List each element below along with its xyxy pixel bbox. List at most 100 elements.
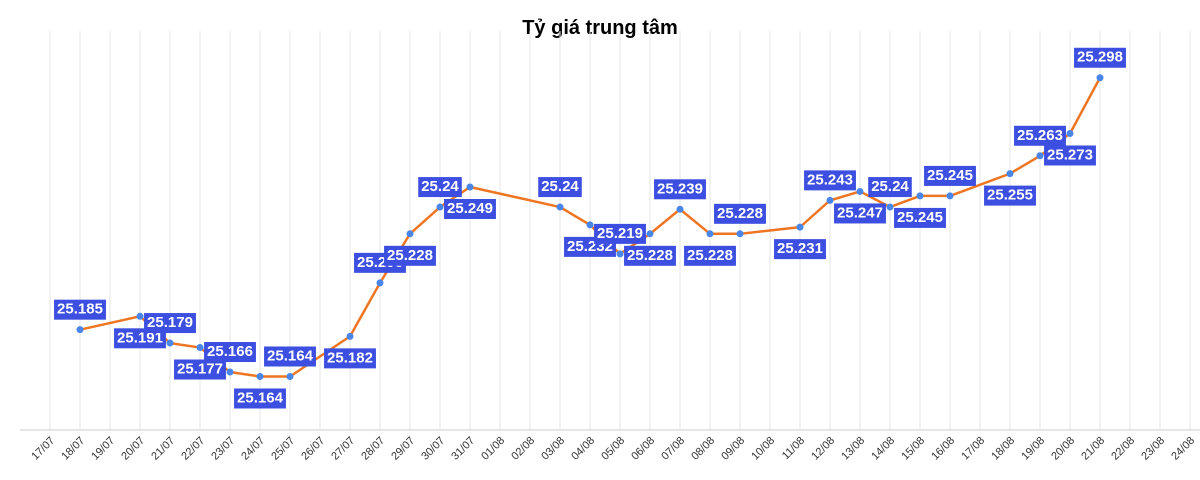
value-label: 25.231 bbox=[774, 239, 826, 260]
value-label-text: 25.219 bbox=[597, 225, 643, 242]
value-label-box bbox=[1044, 145, 1096, 166]
point bbox=[166, 339, 174, 347]
value-label-box bbox=[684, 245, 736, 266]
x-tick-label: 10/08 bbox=[749, 435, 777, 463]
point bbox=[436, 203, 444, 211]
point bbox=[346, 332, 354, 340]
x-tick-label: 18/07 bbox=[59, 435, 87, 463]
x-tick-label: 24/07 bbox=[239, 435, 267, 463]
value-label-box bbox=[654, 179, 706, 200]
value-label-text: 25.263 bbox=[1017, 127, 1063, 144]
value-label-text: 25.228 bbox=[687, 247, 733, 264]
value-label: 25.247 bbox=[834, 203, 886, 224]
point bbox=[196, 344, 204, 352]
value-label-box bbox=[774, 239, 826, 260]
point bbox=[226, 368, 234, 376]
x-tick-label: 14/08 bbox=[869, 435, 897, 463]
value-label-text: 25.228 bbox=[387, 247, 433, 264]
gap-connector bbox=[949, 172, 1011, 198]
x-tick-label: 20/08 bbox=[1049, 435, 1077, 463]
x-tick-label: 23/07 bbox=[209, 435, 237, 463]
value-label-text: 25.228 bbox=[717, 205, 763, 222]
x-tick-label: 07/08 bbox=[659, 435, 687, 463]
value-label-text: 25.239 bbox=[657, 180, 703, 197]
x-tick-label: 18/08 bbox=[989, 435, 1017, 463]
value-label-box bbox=[114, 328, 166, 349]
x-tick-label: 06/08 bbox=[629, 435, 657, 463]
value-label: 25.228 bbox=[684, 245, 736, 266]
x-tick-label: 20/07 bbox=[119, 435, 147, 463]
point bbox=[646, 230, 654, 238]
value-label-text: 25.243 bbox=[807, 171, 853, 188]
value-label: 25.182 bbox=[324, 348, 376, 369]
point bbox=[796, 223, 804, 231]
gap-connector bbox=[739, 225, 801, 236]
value-label-box bbox=[418, 177, 462, 198]
point bbox=[676, 205, 684, 213]
x-tick-label: 16/08 bbox=[929, 435, 957, 463]
value-label: 25.255 bbox=[984, 185, 1036, 206]
chart-title: Tỷ giá trung tâm bbox=[522, 17, 678, 39]
value-label-box bbox=[444, 198, 496, 219]
value-label-box bbox=[804, 170, 856, 191]
value-label-text: 25.228 bbox=[627, 247, 673, 264]
point bbox=[1066, 129, 1074, 137]
value-label-text: 25.185 bbox=[57, 301, 103, 318]
value-label: 25.219 bbox=[594, 223, 646, 244]
value-label-box bbox=[174, 359, 226, 380]
x-tick-label: 02/08 bbox=[509, 435, 537, 463]
value-label-text: 25.231 bbox=[777, 240, 823, 257]
x-tick-label: 09/08 bbox=[719, 435, 747, 463]
value-label: 25.164 bbox=[264, 346, 316, 367]
x-tick-label: 25/07 bbox=[269, 435, 297, 463]
value-label-box bbox=[384, 245, 436, 266]
value-label-text: 25.245 bbox=[897, 209, 943, 226]
value-label-box bbox=[894, 207, 946, 228]
point bbox=[136, 312, 144, 320]
value-label-text: 25.255 bbox=[987, 187, 1033, 204]
value-label-text: 25.191 bbox=[117, 329, 163, 346]
value-label-box bbox=[1074, 47, 1126, 68]
value-label: 25.239 bbox=[654, 179, 706, 200]
value-label-text: 25.247 bbox=[837, 204, 883, 221]
x-tick-label: 17/07 bbox=[29, 435, 57, 463]
value-label-text: 25.24 bbox=[871, 178, 909, 195]
x-tick-label: 08/08 bbox=[689, 435, 717, 463]
value-label: 25.179 bbox=[144, 313, 196, 334]
point bbox=[616, 250, 624, 258]
value-label: 25.24 bbox=[868, 177, 912, 198]
x-tick-label: 15/08 bbox=[899, 435, 927, 463]
value-label-text: 25.164 bbox=[267, 347, 314, 364]
value-label-box bbox=[984, 185, 1036, 206]
x-tick-label: 26/07 bbox=[299, 435, 327, 463]
value-label: 25.24 bbox=[418, 177, 462, 198]
value-label-text: 25.179 bbox=[147, 314, 193, 331]
value-label: 25.191 bbox=[114, 328, 166, 349]
value-label-text: 25.166 bbox=[207, 343, 253, 360]
value-label-text: 25.298 bbox=[1077, 49, 1123, 66]
point bbox=[886, 203, 894, 211]
x-tick-label: 24/08 bbox=[1169, 435, 1197, 463]
value-label-text: 25.24 bbox=[421, 178, 459, 195]
point bbox=[946, 192, 954, 200]
value-label: 25.243 bbox=[804, 170, 856, 191]
gap-connector bbox=[289, 335, 351, 378]
x-tick-label: 05/08 bbox=[599, 435, 627, 463]
value-label-box bbox=[834, 203, 886, 224]
value-label: 25.245 bbox=[924, 165, 976, 186]
value-label-text: 25.24 bbox=[541, 178, 579, 195]
value-label-text: 25.245 bbox=[927, 167, 973, 184]
value-label: 25.263 bbox=[1014, 125, 1066, 146]
value-label: 25.166 bbox=[204, 342, 256, 363]
value-label: 25.298 bbox=[1074, 47, 1126, 68]
x-tick-label: 01/08 bbox=[479, 435, 507, 463]
point bbox=[286, 372, 294, 380]
x-tick-label: 21/07 bbox=[149, 435, 177, 463]
x-tick-label: 19/08 bbox=[1019, 435, 1047, 463]
point bbox=[256, 372, 264, 380]
x-tick-label: 12/08 bbox=[809, 435, 837, 463]
point bbox=[1006, 170, 1014, 178]
value-label: 25.273 bbox=[1044, 145, 1096, 166]
x-tick-label: 19/07 bbox=[89, 435, 117, 463]
